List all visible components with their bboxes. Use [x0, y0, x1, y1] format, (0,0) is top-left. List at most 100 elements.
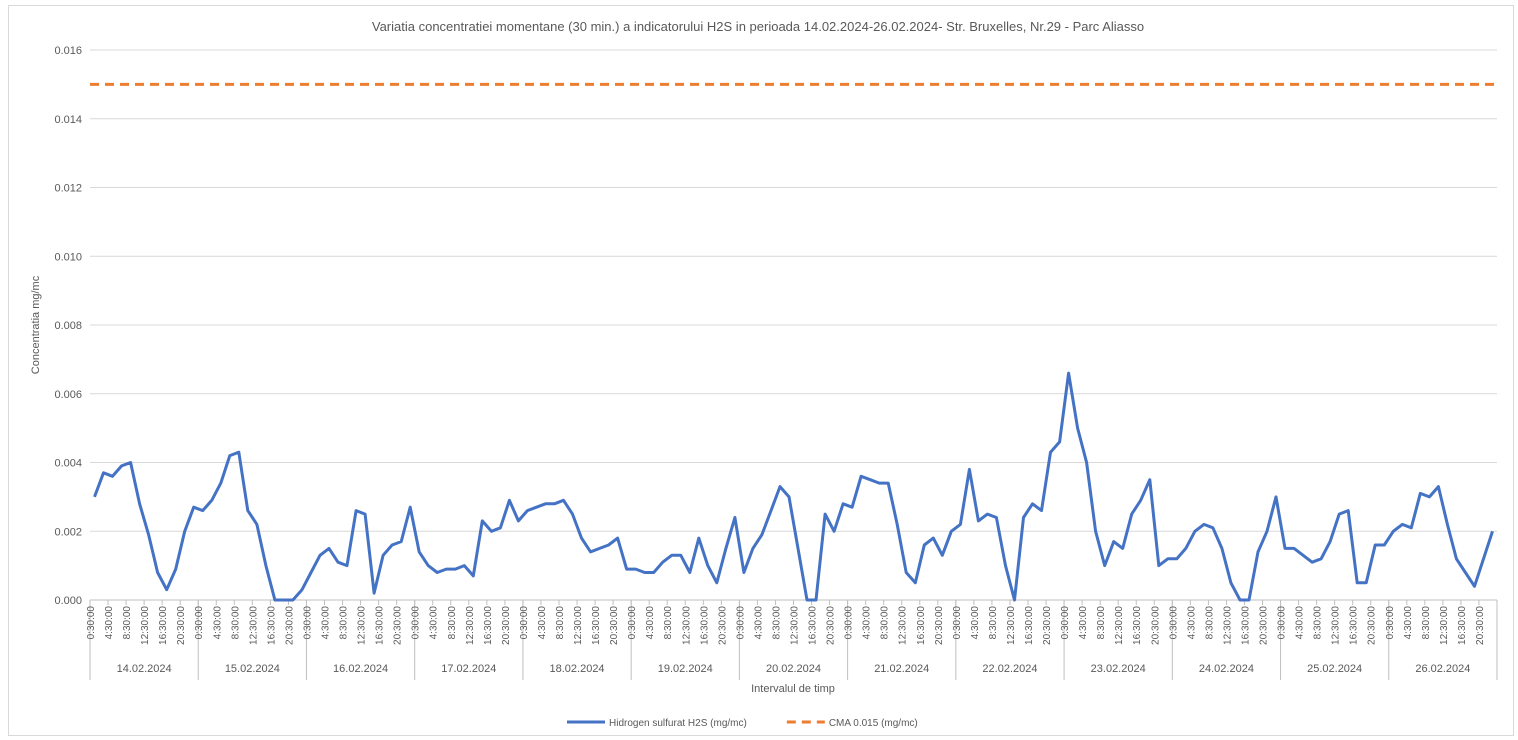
- x-tick-label: 4:30:00: [1295, 606, 1306, 640]
- date-label: 18.02.2024: [550, 663, 605, 675]
- x-tick-label: 12:30:00: [465, 606, 476, 645]
- x-tick-label: 8:30:00: [1313, 606, 1324, 640]
- x-tick-label: 20:30:00: [934, 606, 945, 645]
- x-tick-label: 20:30:00: [176, 606, 187, 645]
- x-tick-label: 4:30:00: [753, 606, 764, 640]
- x-tick-label: 16:30:00: [916, 606, 927, 645]
- x-tick-label: 20:30:00: [1475, 606, 1486, 645]
- y-axis-title: Concentratia mg/mc: [30, 275, 42, 374]
- x-tick-label: 8:30:00: [988, 606, 999, 640]
- x-tick-label: 16:30:00: [266, 606, 277, 645]
- x-tick-label: 12:30:00: [681, 606, 692, 645]
- x-tick-label: 12:30:00: [1006, 606, 1017, 645]
- x-tick-label: 8:30:00: [1204, 606, 1215, 640]
- x-tick-label: 0:30:00: [735, 606, 746, 640]
- x-tick-label: 20:30:00: [1259, 606, 1270, 645]
- date-label: 23.02.2024: [1091, 663, 1146, 675]
- x-tick-label: 8:30:00: [122, 606, 133, 640]
- x-tick-label: 0:30:00: [1385, 606, 1396, 640]
- x-tick-label: 16:30:00: [1024, 606, 1035, 645]
- x-tick-label: 12:30:00: [573, 606, 584, 645]
- date-label: 16.02.2024: [333, 663, 388, 675]
- x-tick-label: 12:30:00: [898, 606, 909, 645]
- x-tick-label: 0:30:00: [627, 606, 638, 640]
- date-label: 15.02.2024: [225, 663, 280, 675]
- legend-entry: CMA 0.015 (mg/mc): [829, 718, 918, 729]
- date-label: 20.02.2024: [766, 663, 821, 675]
- x-tick-label: 12:30:00: [248, 606, 259, 645]
- x-tick-label: 16:30:00: [1240, 606, 1251, 645]
- x-tick-label: 0:30:00: [194, 606, 205, 640]
- y-tick-label: 0.002: [54, 526, 82, 538]
- x-tick-label: 0:30:00: [86, 606, 97, 640]
- x-tick-label: 8:30:00: [230, 606, 241, 640]
- x-tick-label: 8:30:00: [880, 606, 891, 640]
- x-tick-label: 8:30:00: [555, 606, 566, 640]
- x-tick-label: 8:30:00: [339, 606, 350, 640]
- y-tick-label: 0.006: [54, 389, 82, 401]
- x-tick-label: 8:30:00: [447, 606, 458, 640]
- date-label: 14.02.2024: [117, 663, 172, 675]
- x-tick-label: 20:30:00: [1042, 606, 1053, 645]
- x-tick-label: 16:30:00: [483, 606, 494, 645]
- x-tick-label: 20:30:00: [826, 606, 837, 645]
- x-tick-label: 16:30:00: [808, 606, 819, 645]
- x-tick-label: 4:30:00: [321, 606, 332, 640]
- x-tick-label: 8:30:00: [663, 606, 674, 640]
- date-label: 17.02.2024: [441, 663, 496, 675]
- legend-entry: Hidrogen sulfurat H2S (mg/mc): [609, 718, 747, 729]
- x-tick-label: 0:30:00: [1168, 606, 1179, 640]
- x-tick-label: 20:30:00: [1367, 606, 1378, 645]
- x-axis-title: Intervalul de timp: [751, 683, 835, 695]
- x-tick-label: 12:30:00: [790, 606, 801, 645]
- x-tick-label: 0:30:00: [302, 606, 313, 640]
- x-tick-label: 16:30:00: [699, 606, 710, 645]
- date-label: 25.02.2024: [1307, 663, 1362, 675]
- x-tick-label: 16:30:00: [591, 606, 602, 645]
- date-label: 21.02.2024: [874, 663, 929, 675]
- y-tick-label: 0.004: [54, 458, 82, 470]
- x-tick-label: 0:30:00: [952, 606, 963, 640]
- x-tick-label: 4:30:00: [537, 606, 548, 640]
- y-tick-label: 0.012: [54, 183, 82, 195]
- chart-title: Variatia concentratiei momentane (30 min…: [372, 19, 1144, 34]
- y-tick-label: 0.010: [54, 251, 82, 263]
- x-tick-label: 4:30:00: [645, 606, 656, 640]
- x-tick-label: 20:30:00: [1150, 606, 1161, 645]
- x-tick-label: 0:30:00: [844, 606, 855, 640]
- x-tick-label: 0:30:00: [1060, 606, 1071, 640]
- x-tick-label: 12:30:00: [1114, 606, 1125, 645]
- x-tick-label: 12:30:00: [1331, 606, 1342, 645]
- series-line: [93, 371, 1494, 602]
- x-tick-label: 4:30:00: [429, 606, 440, 640]
- date-label: 26.02.2024: [1415, 663, 1470, 675]
- y-tick-label: 0.016: [54, 45, 82, 57]
- x-tick-label: 20:30:00: [284, 606, 295, 645]
- date-label: 19.02.2024: [658, 663, 713, 675]
- y-tick-label: 0.014: [54, 114, 82, 126]
- x-tick-label: 20:30:00: [501, 606, 512, 645]
- x-tick-label: 20:30:00: [393, 606, 404, 645]
- y-tick-label: 0.008: [54, 320, 82, 332]
- x-tick-label: 4:30:00: [1186, 606, 1197, 640]
- x-tick-label: 20:30:00: [717, 606, 728, 645]
- x-tick-label: 4:30:00: [862, 606, 873, 640]
- x-tick-label: 12:30:00: [1222, 606, 1233, 645]
- x-tick-label: 12:30:00: [357, 606, 368, 645]
- x-tick-label: 16:30:00: [375, 606, 386, 645]
- chart-border: [8, 5, 1514, 736]
- x-tick-label: 20:30:00: [609, 606, 620, 645]
- x-tick-label: 16:30:00: [1349, 606, 1360, 645]
- x-tick-label: 0:30:00: [1277, 606, 1288, 640]
- x-tick-label: 4:30:00: [970, 606, 981, 640]
- x-tick-label: 12:30:00: [140, 606, 151, 645]
- x-tick-label: 8:30:00: [771, 606, 782, 640]
- x-tick-label: 16:30:00: [158, 606, 169, 645]
- x-tick-label: 4:30:00: [1403, 606, 1414, 640]
- x-tick-label: 0:30:00: [519, 606, 530, 640]
- date-label: 24.02.2024: [1199, 663, 1254, 675]
- date-label: 22.02.2024: [982, 663, 1037, 675]
- y-tick-label: 0.000: [54, 595, 82, 607]
- x-tick-label: 12:30:00: [1439, 606, 1450, 645]
- x-tick-label: 8:30:00: [1421, 606, 1432, 640]
